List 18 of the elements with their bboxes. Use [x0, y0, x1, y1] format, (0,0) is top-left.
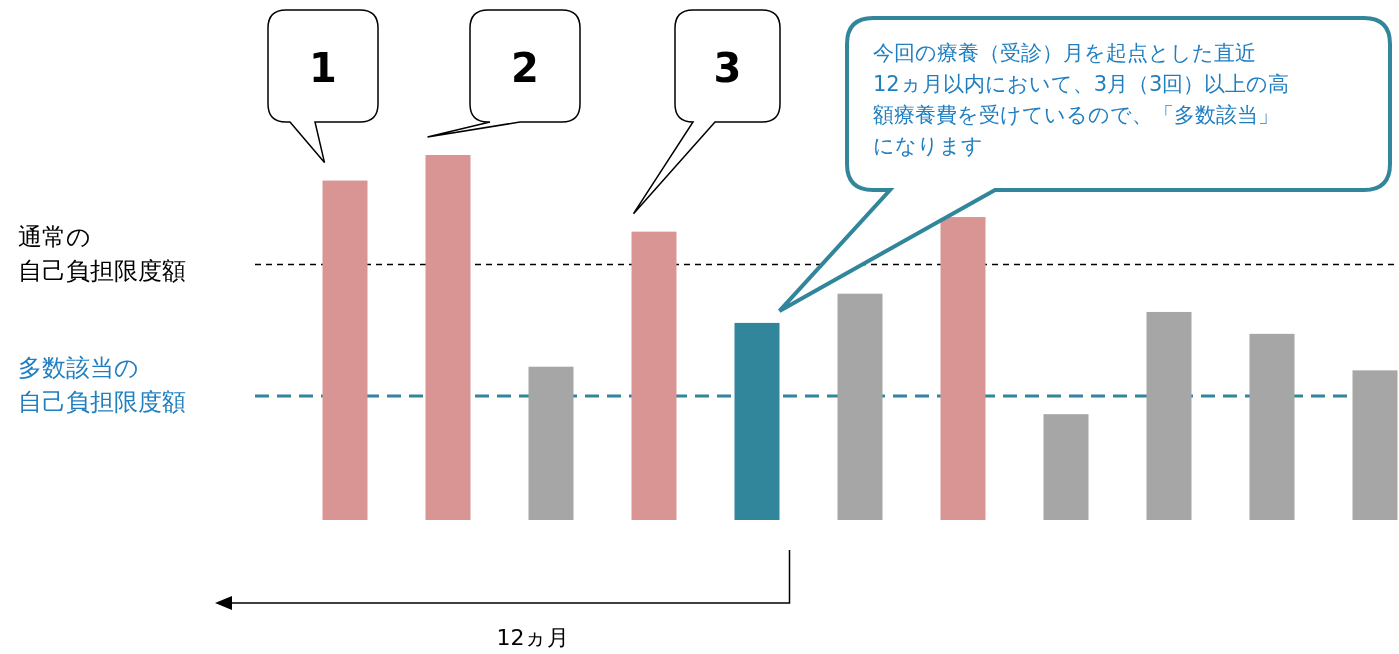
- bar: [837, 293, 883, 520]
- bar: [1352, 370, 1398, 520]
- text: 12ヵ月: [496, 625, 570, 650]
- bar: [1146, 311, 1192, 520]
- bar: [734, 322, 780, 520]
- text: 1: [309, 45, 337, 91]
- bar: [322, 180, 368, 520]
- bar: [425, 155, 471, 520]
- text: 3: [713, 45, 742, 91]
- text: 2: [511, 45, 539, 91]
- bar: [631, 231, 677, 520]
- bar: [1249, 333, 1295, 520]
- bar: [528, 366, 574, 520]
- bar: [940, 217, 986, 520]
- annotation: 今回の療養（受診）月を起点とした直近12ヵ月以内において、3月（3回）以上の高額療養費を受けているので、「多数該当」になります: [873, 41, 1290, 158]
- bar: [1043, 414, 1089, 520]
- ref-line-label: 多数該当の自己負担限度額: [18, 353, 186, 416]
- ref-line-label: 通常の自己負担限度額: [18, 222, 186, 285]
